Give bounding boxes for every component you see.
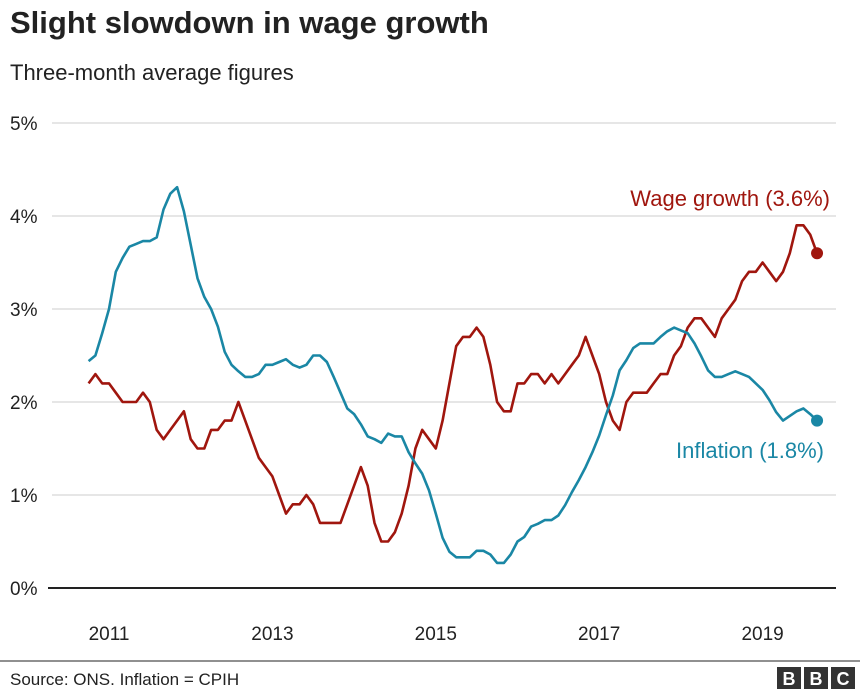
y-tick-label: 5% [10,114,38,135]
inflation-label: Inflation (1.8%) [676,438,824,463]
y-tick-label: 4% [10,207,38,228]
chart-title: Slight slowdown in wage growth [10,5,489,40]
bbc-logo: B B C [777,667,855,689]
svg-text:B: B [810,669,823,689]
svg-text:C: C [837,669,850,689]
source-note: Source: ONS. Inflation = CPIH [10,670,239,689]
x-tick-label: 2013 [251,624,293,645]
gridlines [48,122,836,589]
x-tick-label: 2015 [415,624,457,645]
y-tick-label: 2% [10,393,38,414]
series-lines [87,185,824,565]
y-tick-label: 0% [10,579,38,600]
x-tick-label: 2011 [89,624,130,645]
y-tick-label: 3% [10,300,38,321]
x-tick-label: 2019 [741,624,783,645]
wage-growth-line [87,224,819,543]
inflation-line [87,185,818,565]
y-axis-ticks: 0% 1% 2% 3% 4% 5% [10,114,38,600]
inflation-end-point [811,414,824,427]
y-tick-label: 1% [10,486,38,507]
svg-text:B: B [783,669,796,689]
x-axis-ticks: 2011 2013 2015 2017 2019 [89,624,784,645]
wage-growth-label: Wage growth (3.6%) [630,186,830,211]
x-tick-label: 2017 [578,624,620,645]
chart-subtitle: Three-month average figures [10,60,294,85]
wage-growth-end-point [811,247,824,260]
